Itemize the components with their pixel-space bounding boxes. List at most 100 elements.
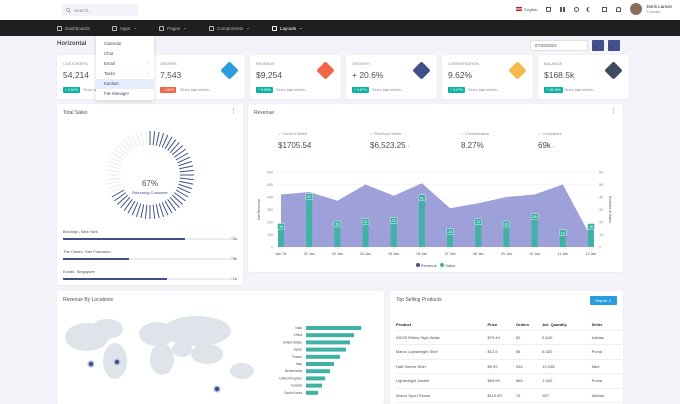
stat-icon — [316, 61, 335, 80]
nav-components-icon — [209, 25, 215, 31]
nav-label: Layouts — [279, 25, 297, 31]
menu-item-chat[interactable]: Chat — [104, 51, 114, 56]
circle-icon: ○ — [461, 131, 464, 136]
table-cell: Marco Lightweight Shirt — [396, 344, 488, 360]
location-marker[interactable] — [87, 360, 95, 368]
table-cell: $79.49 — [487, 330, 516, 345]
table-row[interactable]: Half Sleeve Shirt $9.99 254 10,258 Nike — [396, 359, 622, 374]
table-row[interactable]: ASOS Ridley High Waist $79.49 82 8,540 Adida… — [396, 330, 622, 345]
stat-since: Since last month — [276, 87, 305, 92]
stat-since: Since last month — [468, 87, 497, 92]
gauge-tick — [178, 183, 193, 190]
x-tick-label: 03 Jan — [332, 252, 343, 256]
nav-layouts[interactable]: Layouts ⌄ — [271, 25, 303, 31]
city-value: 39k — [230, 256, 237, 261]
x-tick-label: 10 Jan — [529, 252, 540, 256]
table-row[interactable]: Lightweight Jacket $69.99 560 1,020 Puma — [396, 373, 622, 389]
gauge-tick — [161, 134, 169, 148]
settings-icon[interactable] — [574, 6, 580, 12]
nav-apps[interactable]: Apps ⌄ — [111, 25, 137, 31]
products-card: Top Selling Products Export ⇩ Product Pri… — [390, 291, 623, 404]
y-tick-left: 300 — [267, 208, 273, 212]
nav-apps-icon — [111, 25, 117, 31]
apps-grid-icon[interactable] — [560, 6, 566, 12]
location-marker[interactable] — [213, 385, 221, 393]
menu-item-calendar[interactable]: Calendar — [104, 41, 122, 46]
sales-data-label: 41 — [420, 196, 424, 200]
sales-bar — [559, 230, 566, 247]
gauge-tick — [135, 132, 142, 147]
sales-bar-label-bg — [474, 218, 482, 225]
search-icon — [66, 7, 71, 13]
activity-button[interactable] — [608, 40, 620, 51]
gauge-tick — [107, 183, 122, 190]
notification-icon[interactable] — [616, 6, 622, 12]
sales-bar-label-bg — [333, 220, 342, 228]
gauge-tick — [116, 194, 129, 205]
add-button[interactable] — [592, 40, 604, 51]
sales-data-label: 20 — [335, 223, 339, 227]
sales-bar-label-bg — [390, 217, 398, 224]
stat-value: 54,214 — [63, 70, 89, 80]
table-cell: 8,540 — [542, 330, 592, 345]
menu-item-kanban[interactable]: Kanban — [96, 79, 154, 89]
search-input[interactable]: Search... — [62, 4, 138, 16]
sales-bar — [475, 219, 482, 247]
menu-item-file-manager[interactable]: File Manager — [104, 91, 130, 96]
gauge-tick — [109, 186, 123, 194]
gauge-tick — [175, 189, 189, 198]
date-picker[interactable]: 07/26/2023 — [530, 40, 588, 51]
user-menu[interactable]: Doris Larson Founder — [630, 3, 672, 15]
sales-bar-label-bg — [277, 223, 285, 230]
returning-customer-gauge: 67% Returning Customer — [106, 131, 194, 219]
trend-up-icon: ↑ — [405, 144, 410, 150]
gauge-tick — [144, 204, 148, 219]
gauge-tick — [120, 141, 131, 154]
gauge-tick — [123, 198, 133, 211]
gauge-tick — [140, 131, 145, 146]
gauge-tick — [106, 169, 121, 173]
stat-label: GROWTH — [352, 61, 370, 66]
x-tick-label: 08 Jan — [473, 252, 484, 256]
chevron-right-icon: › — [147, 71, 149, 76]
more-icon[interactable]: ⋮ — [610, 108, 617, 115]
fullscreen-icon[interactable] — [602, 6, 608, 12]
nav-components[interactable]: Components ⌄ — [209, 25, 250, 31]
gauge-tick — [177, 156, 191, 164]
legend-sales: Sales — [445, 263, 456, 268]
circle-icon: ○ — [278, 131, 281, 136]
more-icon[interactable]: ⋮ — [230, 108, 237, 115]
gauge-tick — [131, 134, 139, 148]
menu-item-tasks[interactable]: Tasks › — [96, 69, 154, 79]
table-cell: 75 — [515, 388, 543, 403]
metric-label: Customers — [542, 131, 562, 136]
x-tick-label: 06 Jan — [417, 252, 428, 256]
export-button[interactable]: Export ⇩ — [590, 296, 617, 305]
gauge-tick — [155, 131, 160, 146]
metric-previous-week: ○ Previous Week $6,523.25 ↑ — [370, 131, 450, 150]
location-marker[interactable] — [113, 358, 121, 366]
nav-pages[interactable]: Pages ⌄ — [159, 25, 187, 31]
menu-item-email[interactable]: Email › — [96, 59, 154, 69]
language-select[interactable]: English — [516, 7, 537, 12]
table-cell: Adidas — [591, 388, 622, 403]
export-label: Export — [595, 298, 608, 303]
table-row[interactable]: Marco Sport Shoes $119.99 75 357 Adidas — [396, 388, 622, 403]
gauge-tick — [106, 180, 121, 185]
country-bar — [306, 376, 326, 381]
cart-icon[interactable] — [546, 6, 552, 12]
table-row[interactable]: Marco Lightweight Shirt $12.5 58 6,320 Puma — [396, 344, 622, 360]
topbar: Search... English Doris Larson Founder — [0, 0, 680, 20]
nav-dashboards[interactable]: Dashboards — [57, 25, 90, 31]
y-axis-label-left: Net Revenue — [257, 199, 261, 220]
user-role: Founder — [646, 10, 661, 14]
sales-data-label: 20 — [505, 223, 509, 227]
legend-revenue-marker — [415, 263, 420, 267]
sales-bar-label-bg — [305, 193, 313, 200]
stat-card-conversation: CONVERSATION 9.62% + 3.07% Since last month — [442, 55, 533, 99]
country-label: Italy — [296, 362, 302, 366]
stat-since: Since last month — [180, 87, 209, 92]
total-sales-title: Total Sales — [63, 110, 88, 116]
table-row[interactable]: Custom Women's T-shirts$45.0085135Brande… — [396, 402, 622, 404]
dark-mode-icon[interactable] — [588, 7, 593, 12]
